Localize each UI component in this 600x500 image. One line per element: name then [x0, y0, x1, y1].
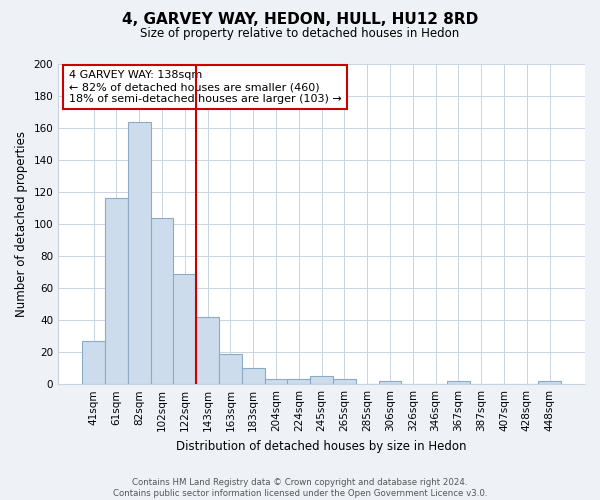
Text: Size of property relative to detached houses in Hedon: Size of property relative to detached ho… [140, 28, 460, 40]
Text: 4, GARVEY WAY, HEDON, HULL, HU12 8RD: 4, GARVEY WAY, HEDON, HULL, HU12 8RD [122, 12, 478, 28]
Bar [219, 354, 242, 384]
Bar [310, 376, 333, 384]
Y-axis label: Number of detached properties: Number of detached properties [15, 131, 28, 317]
Bar [447, 381, 470, 384]
Bar [379, 381, 401, 384]
Bar [333, 380, 356, 384]
Bar [196, 317, 219, 384]
X-axis label: Distribution of detached houses by size in Hedon: Distribution of detached houses by size … [176, 440, 467, 452]
Text: Contains HM Land Registry data © Crown copyright and database right 2024.
Contai: Contains HM Land Registry data © Crown c… [113, 478, 487, 498]
Bar [287, 380, 310, 384]
Bar [151, 218, 173, 384]
Bar [173, 274, 196, 384]
Bar [105, 198, 128, 384]
Bar [82, 341, 105, 384]
Bar [538, 381, 561, 384]
Bar [128, 122, 151, 384]
Bar [242, 368, 265, 384]
Text: 4 GARVEY WAY: 138sqm
← 82% of detached houses are smaller (460)
18% of semi-deta: 4 GARVEY WAY: 138sqm ← 82% of detached h… [69, 70, 341, 104]
Bar [265, 380, 287, 384]
